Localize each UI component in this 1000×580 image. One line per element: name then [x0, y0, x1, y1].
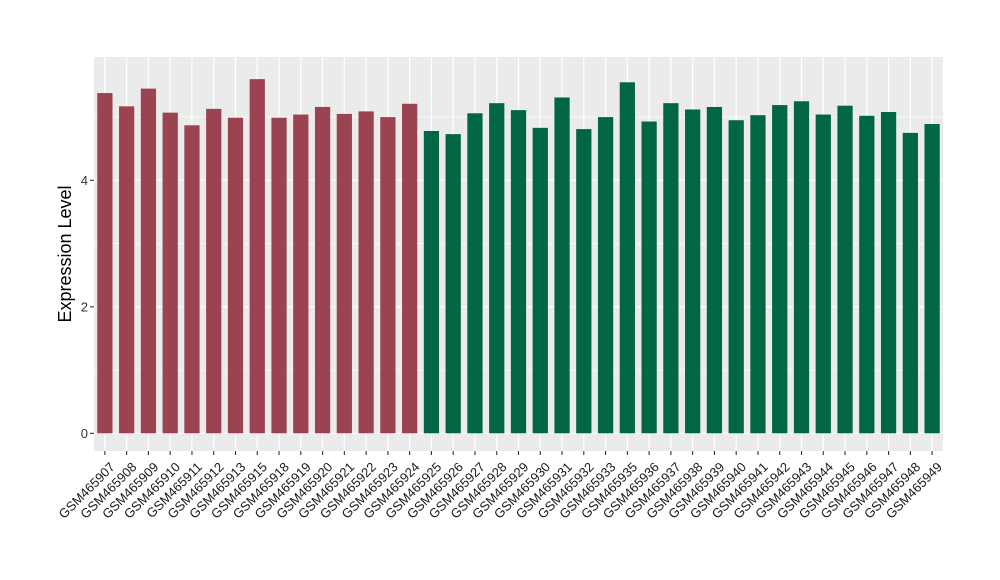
bar-GSM465910 — [162, 112, 178, 434]
bar-GSM465933 — [597, 117, 614, 434]
bar-GSM465937 — [663, 103, 679, 434]
bar-GSM465946 — [859, 115, 875, 434]
bar-GSM465911 — [184, 125, 200, 434]
bar-GSM465942 — [772, 105, 788, 434]
bar-GSM465913 — [227, 117, 244, 434]
bar-GSM465945 — [837, 105, 853, 434]
bar-GSM465907 — [97, 93, 113, 434]
bar-GSM465938 — [685, 109, 701, 434]
bar-GSM465920 — [314, 106, 331, 434]
y-axis-title: Expression Level — [55, 185, 75, 322]
bar-GSM465915 — [249, 79, 265, 434]
bar-GSM465926 — [445, 134, 461, 434]
bar-GSM465949 — [924, 124, 940, 434]
bar-GSM465912 — [206, 108, 222, 434]
bar-GSM465922 — [358, 111, 374, 434]
bar-GSM465918 — [271, 117, 287, 434]
bar-GSM465931 — [554, 97, 570, 434]
bar-GSM465928 — [489, 103, 505, 434]
bar-GSM465947 — [880, 112, 897, 434]
bar-GSM465908 — [119, 106, 135, 434]
bar-GSM465919 — [293, 114, 309, 434]
bar-GSM465944 — [815, 114, 831, 434]
y-tick-label: 4 — [81, 173, 88, 188]
bar-GSM465924 — [402, 103, 418, 434]
bar-GSM465925 — [423, 130, 440, 434]
bar-GSM465948 — [902, 132, 918, 434]
bar-GSM465930 — [532, 127, 548, 434]
bar-GSM465921 — [336, 113, 352, 434]
bar-GSM465927 — [467, 113, 483, 434]
bar-GSM465941 — [750, 115, 766, 434]
y-tick-label: 0 — [81, 426, 88, 441]
bar-GSM465936 — [641, 121, 657, 434]
bar-GSM465929 — [510, 110, 527, 434]
bar-GSM465935 — [619, 82, 635, 434]
bar-GSM465940 — [728, 120, 744, 434]
bar-GSM465923 — [380, 117, 396, 434]
bar-GSM465932 — [576, 129, 592, 434]
x-axis: GSM465907GSM465908GSM465909GSM465910GSM4… — [56, 451, 945, 522]
bar-GSM465909 — [140, 88, 157, 434]
bar-GSM465943 — [793, 101, 810, 434]
bars — [97, 79, 940, 434]
y-tick-label: 2 — [81, 299, 88, 314]
bar-GSM465939 — [706, 106, 723, 434]
y-axis: 0 2 4 — [81, 173, 94, 441]
